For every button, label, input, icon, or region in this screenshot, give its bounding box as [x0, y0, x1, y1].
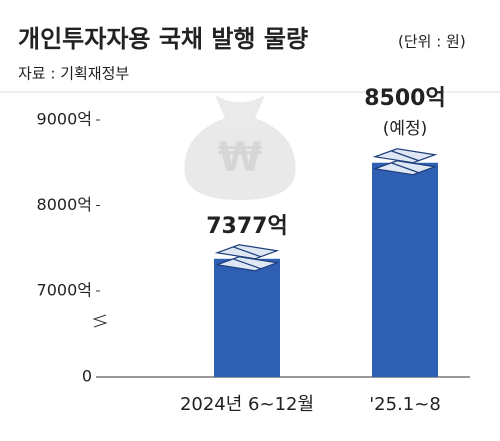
svg-text:₩: ₩: [218, 135, 262, 181]
y-tick-label: 9000억: [37, 110, 92, 129]
y-tick-label: 8000억: [37, 195, 92, 214]
money-band: [232, 258, 262, 270]
unit-note: (단위 : 원): [398, 33, 466, 51]
value-label: 8500억: [364, 86, 445, 111]
axis-break: [92, 314, 108, 328]
money-bag-icon: ₩: [184, 95, 296, 200]
money-stack: [214, 244, 280, 272]
money-band: [232, 246, 262, 258]
money-stack: [372, 148, 438, 176]
y-tick-label: 0: [82, 367, 92, 386]
value-label: 7377억: [206, 214, 287, 239]
x-tick-label: '25.1~8: [369, 394, 441, 415]
money-band: [390, 162, 420, 174]
annotation: (예정): [383, 119, 428, 139]
source-note: 자료 : 기획재정부: [18, 65, 129, 83]
money-band: [390, 150, 420, 162]
bar: [214, 258, 280, 377]
x-tick-label: 2024년 6~12월: [180, 394, 314, 415]
chart-title: 개인투자자용 국채 발행 물량: [18, 25, 308, 53]
y-tick-label: 7000억: [37, 281, 92, 300]
bar: [372, 162, 438, 377]
